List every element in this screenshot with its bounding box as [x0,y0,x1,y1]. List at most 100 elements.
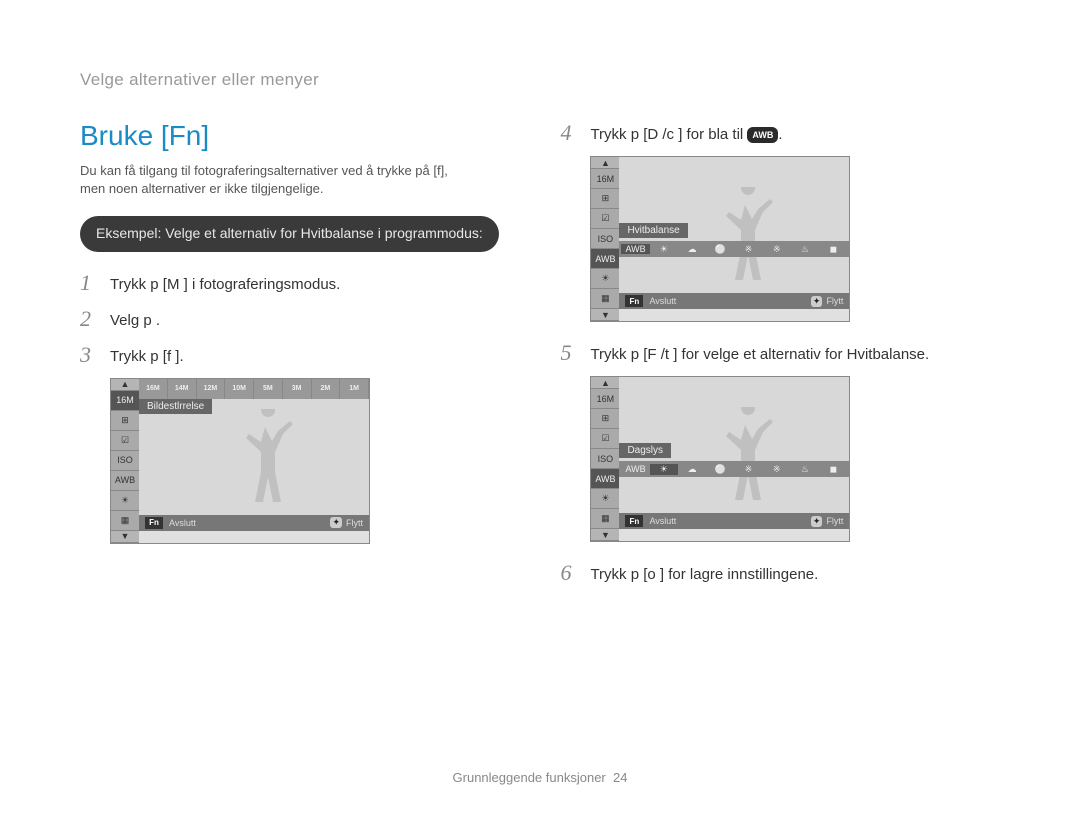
footer-left-label: Avslutt [169,518,196,528]
step: 2Velg p . [80,306,500,332]
sidebar-icon: ☑ [591,429,619,449]
sidebar-icon: ▦ [591,289,619,309]
sidebar-icon: ▲ [111,379,139,391]
step-number: 2 [80,306,110,332]
whitebalance-option-icon: ☀ [650,464,678,475]
step-text: Velg p . [110,306,160,331]
footer-right-label: Flytt [826,516,843,526]
intro-line-2: men noen alternativer er ikke tilgjengel… [80,181,324,196]
whitebalance-option-icon: ◼ [819,464,847,475]
intro-line-1: Du kan få tilgang til fotograferingsalte… [80,163,448,178]
whitebalance-option-icon: ♨ [791,244,819,255]
display-band-label: Hvitbalanse [619,223,687,238]
sidebar-icon: ▦ [591,509,619,529]
whitebalance-option-icon: ※ [734,464,762,475]
whitebalance-option-icon: ⚪ [706,244,734,255]
step-number: 3 [80,342,110,368]
awb-badge-icon: AWB [747,127,778,144]
example-caption: Eksempel: Velge et alternativ for Hvitba… [80,216,499,252]
sidebar-icon: ☑ [111,431,139,451]
sidebar-icon: ISO [591,449,619,469]
step-text: Trykk p [f ]. [110,342,184,367]
camera-display-1: ▲16M⊞☑ISOAWB☀▦▼ 16M14M12M10M5M3M2M1M Bil… [110,378,370,544]
step-number: 1 [80,270,110,296]
sidebar-icon: ☑ [591,209,619,229]
fn-icon: Fn [145,517,163,529]
fn-icon: Fn [625,515,643,527]
whitebalance-option-icon: AWB [621,464,649,474]
footer-left-label: Avslutt [649,516,676,526]
sidebar-icon: ▼ [591,529,619,541]
person-silhouette-icon [713,407,783,507]
whitebalance-option-icon: ♨ [791,464,819,475]
sidebar-icon: 16M [591,169,619,189]
sidebar-icon: ▼ [591,309,619,321]
sidebar-icon: AWB [591,249,619,269]
footer-left-label: Avslutt [649,296,676,306]
section-title: Bruke [Fn] [80,120,500,152]
display-band-label: Bildestlrrelse [139,399,212,414]
step: 3Trykk p [f ]. [80,342,500,368]
resolution-icon: 2M [312,379,341,399]
footer-right-label: Flytt [346,518,363,528]
resolution-icon: 16M [139,379,168,399]
breadcrumb: Velge alternativer eller menyer [80,70,1000,90]
resolution-icon: 1M [340,379,369,399]
page-footer: Grunnleggende funksjoner 24 [0,770,1080,785]
footer-section-label: Grunnleggende funksjoner [453,770,606,785]
whitebalance-option-icon: ※ [763,464,791,475]
sidebar-icon: ISO [111,451,139,471]
sidebar-icon: 16M [591,389,619,409]
step-number: 4 [560,120,590,146]
nav-diamond-icon: ✦ [330,517,342,528]
sidebar-icon: 16M [111,391,139,411]
resolution-icon: 14M [168,379,197,399]
whitebalance-option-icon: ☁ [678,244,706,255]
page-number: 24 [613,770,627,785]
sidebar-icon: ☀ [111,491,139,511]
camera-display-3: ▲16M⊞☑ISOAWB☀▦▼ Dagslys AWB☀☁⚪※※♨◼ Fn Av… [590,376,850,542]
intro-text: Du kan få tilgang til fotograferingsalte… [80,162,500,198]
step: 5Trykk p [F /t ] for velge et alternativ… [560,340,1000,366]
resolution-icon: 10M [225,379,254,399]
sidebar-icon: ISO [591,229,619,249]
step: 4Trykk p [D /c ] for bla til AWB. [560,120,1000,146]
resolution-icon: 3M [283,379,312,399]
person-silhouette-icon [233,409,303,509]
whitebalance-option-icon: ※ [763,244,791,255]
footer-right-label: Flytt [826,296,843,306]
whitebalance-option-icon: ☁ [678,464,706,475]
step-text: Trykk p [M ] i fotograferingsmodus. [110,270,340,295]
step-text: Trykk p [D /c ] for bla til AWB. [590,120,782,145]
nav-diamond-icon: ✦ [811,516,823,527]
resolution-icon: 5M [254,379,283,399]
fn-icon: Fn [625,295,643,307]
step-number: 5 [560,340,590,366]
sidebar-icon: ☀ [591,489,619,509]
sidebar-icon: ☀ [591,269,619,289]
sidebar-icon: ⊞ [591,409,619,429]
whitebalance-option-icon: ◼ [819,244,847,255]
step-text: Trykk p [o ] for lagre innstillingene. [590,560,818,585]
sidebar-icon: ▲ [591,157,619,169]
whitebalance-option-icon: AWB [621,244,649,254]
sidebar-icon: ⊞ [111,411,139,431]
display-band-label: Dagslys [619,443,671,458]
person-silhouette-icon [713,187,783,287]
sidebar-icon: ▲ [591,377,619,389]
step: 1Trykk p [M ] i fotograferingsmodus. [80,270,500,296]
sidebar-icon: ▦ [111,511,139,531]
nav-diamond-icon: ✦ [811,296,823,307]
resolution-icon: 12M [197,379,226,399]
sidebar-icon: ⊞ [591,189,619,209]
camera-display-2: ▲16M⊞☑ISOAWB☀▦▼ Hvitbalanse AWB☀☁⚪※※♨◼ F… [590,156,850,322]
step: 6Trykk p [o ] for lagre innstillingene. [560,560,1000,586]
whitebalance-option-icon: ※ [734,244,762,255]
step-text: Trykk p [F /t ] for velge et alternativ … [590,340,929,365]
whitebalance-option-icon: ☀ [650,244,678,255]
sidebar-icon: AWB [591,469,619,489]
sidebar-icon: ▼ [111,531,139,543]
step-number: 6 [560,560,590,586]
sidebar-icon: AWB [111,471,139,491]
whitebalance-option-icon: ⚪ [706,464,734,475]
